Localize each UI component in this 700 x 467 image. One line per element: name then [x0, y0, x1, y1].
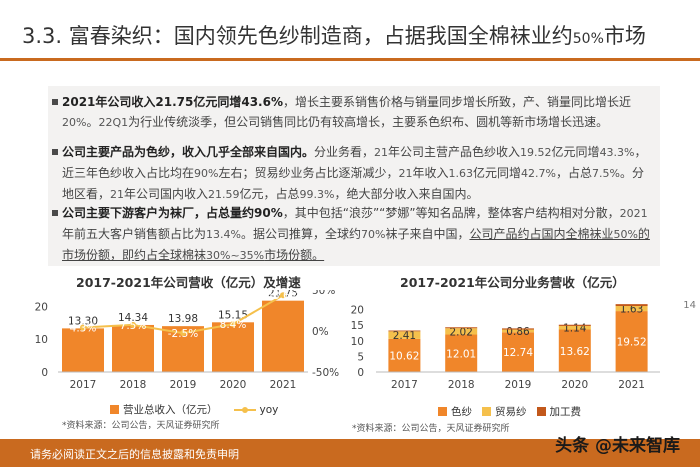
segment-value-label: 2.02 — [450, 326, 473, 338]
segment-bar-0 — [445, 334, 478, 372]
legend-label-1: 贸易纱 — [495, 406, 527, 418]
page-title: 3.3. 富春染织：国内领先色纱制造商，占据我国全棉袜业约50%市场 — [22, 24, 646, 48]
legend-swatch-2 — [536, 407, 546, 416]
title-divider — [0, 58, 700, 61]
y2-tick-label: -50% — [312, 367, 339, 379]
legend-label-2: 加工费 — [549, 406, 582, 418]
x-tick-label: 2021 — [270, 379, 297, 391]
segment-bar-0 — [502, 332, 534, 372]
legend-bar-swatch — [110, 405, 119, 414]
y-tick-label: 15 — [351, 320, 364, 332]
revenue-value-label: 13.98 — [168, 313, 198, 325]
segment-bar-1 — [445, 328, 478, 335]
segment-value-label: 12.01 — [446, 348, 476, 360]
revenue-yoy-chart: 20 10 0 50% 0% -50% 13.30 2017 14.34 2018 13.98 201… — [35, 290, 340, 391]
segment-bar-1 — [558, 325, 591, 330]
y-tick-label: 0 — [357, 367, 364, 379]
x-tick-label: 2019 — [170, 379, 197, 391]
right-chart-source: *资料来源：公司公告，天风证券研究所 — [352, 424, 510, 434]
y-tick-label: 10 — [35, 334, 48, 346]
segment-bar-0 — [388, 338, 421, 372]
legend-bar-label: 营业总收入（亿元） — [123, 404, 218, 416]
left-chart-title: 2017-2021年公司营收（亿元）及增速 — [76, 275, 301, 290]
segment-bar-1 — [388, 331, 421, 339]
y-tick-label: 10 — [351, 336, 364, 348]
segment-bar-2 — [558, 324, 591, 326]
footer-disclaimer: 请务必阅读正文之后的信息披露和免责申明 — [30, 448, 239, 461]
y2-tick-label: 0% — [312, 326, 329, 338]
legend-label-0: 色纱 — [451, 406, 472, 418]
right-chart-title: 2017-2021年公司分业务营收（亿元） — [400, 275, 625, 290]
revenue-value-label: 15.15 — [218, 309, 248, 321]
x-tick-label: 2021 — [618, 379, 645, 391]
page-number: 14 — [683, 300, 696, 311]
x-tick-label: 2018 — [448, 379, 475, 391]
x-tick-label: 2018 — [120, 379, 147, 391]
segment-bar-0 — [558, 329, 591, 372]
y-tick-label: 20 — [35, 301, 48, 313]
yoy-value-label: 7.5% — [120, 320, 147, 332]
y-tick-label: 20 — [351, 305, 364, 317]
yoy-value-label: 4.3% — [70, 322, 97, 334]
summary-box: 2021年公司收入21.75亿元同增43.6%，增长主要系销售价格与销量同步增长… — [48, 86, 660, 266]
segment-value-label: 0.86 — [506, 326, 530, 338]
segment-value-label: 1.63 — [620, 304, 643, 316]
segment-bar-1 — [615, 306, 648, 312]
x-tick-label: 2017 — [70, 379, 97, 391]
segment-bar-2 — [615, 304, 648, 307]
segment-value-label: 19.52 — [617, 337, 647, 349]
footer-bar: 请务必阅读正文之后的信息披露和免责申明 — [0, 439, 700, 467]
revenue-bar — [212, 322, 254, 372]
bullet-revenue: 2021年公司收入21.75亿元同增43.6%，增长主要系销售价格与销量同步增长… — [52, 92, 652, 133]
y2-tick-label: 50% — [312, 290, 335, 297]
revenue-bar — [112, 324, 154, 372]
segment-bar-2 — [502, 328, 534, 330]
segment-bar-2 — [388, 330, 421, 332]
x-tick-label: 2019 — [505, 379, 532, 391]
segment-value-label: 10.62 — [389, 350, 419, 362]
segment-bar-1 — [502, 329, 534, 333]
segment-value-label: 2.41 — [393, 330, 416, 342]
left-chart-legend: 营业总收入（亿元） yoy — [110, 402, 278, 417]
y-tick-label: 5 — [357, 351, 364, 363]
yoy-value-label: -2.5% — [168, 328, 198, 340]
right-chart-legend: 色纱 贸易纱 加工费 — [438, 404, 581, 419]
legend-line-swatch — [233, 406, 256, 413]
segment-value-label: 12.74 — [503, 347, 533, 359]
segment-revenue-chart: 20 15 10 5 0 10.62 2.41 2017 12.01 2.02 2018 12.74 0… — [351, 304, 660, 391]
bullet-products: 公司主要产品为色纱，收入几乎全部来自国内。分业务看，21年公司主营产品色纱收入1… — [52, 142, 652, 205]
yoy-point — [80, 324, 86, 331]
legend-swatch-0 — [438, 407, 447, 416]
yoy-point — [280, 292, 286, 299]
revenue-bar — [262, 300, 304, 372]
segment-bar-2 — [445, 327, 478, 329]
y-tick-label: 0 — [41, 367, 48, 379]
left-chart-source: *资料来源：公司公告，天风证券研究所 — [62, 421, 220, 431]
revenue-value-label: 14.34 — [118, 312, 148, 324]
legend-swatch-1 — [482, 407, 491, 416]
yoy-point — [180, 330, 186, 337]
revenue-value-label: 13.30 — [68, 315, 98, 327]
yoy-value-label: 8.4% — [220, 319, 247, 331]
segment-value-label: 13.62 — [560, 346, 590, 358]
watermark: 头条 @未来智库 — [555, 436, 680, 456]
yoy-point — [130, 321, 136, 328]
yoy-point — [230, 321, 236, 328]
segment-value-label: 1.14 — [563, 323, 587, 335]
legend-line-label: yoy — [259, 403, 279, 416]
revenue-bar — [62, 328, 104, 372]
x-tick-label: 2017 — [391, 379, 418, 391]
x-tick-label: 2020 — [220, 379, 247, 391]
x-tick-label: 2020 — [561, 379, 588, 391]
segment-bar-0 — [615, 311, 648, 372]
bullet-customers: 公司主要下游客户为袜厂，占总量约90%，其中包括“浪莎”“梦娜”等知名品牌，整体… — [52, 203, 652, 266]
yoy-value-label: 43.6% — [266, 290, 299, 302]
